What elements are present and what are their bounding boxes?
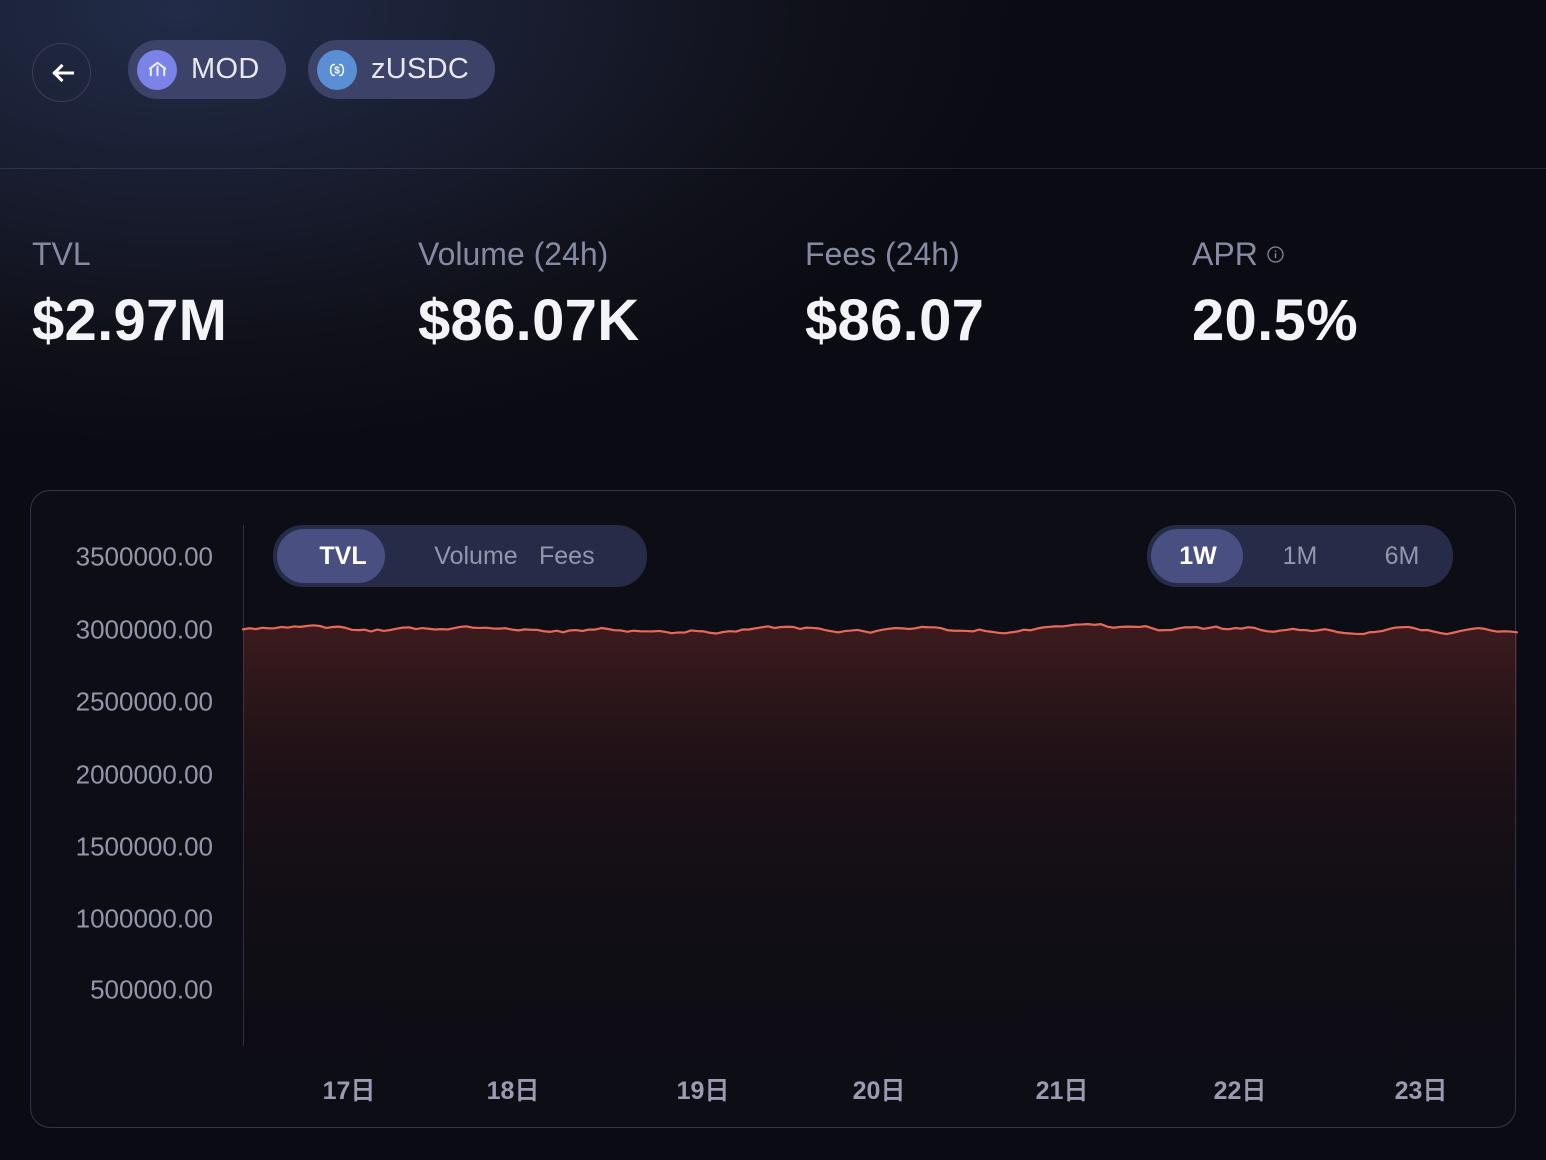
svg-text:$: $ [334,65,340,76]
